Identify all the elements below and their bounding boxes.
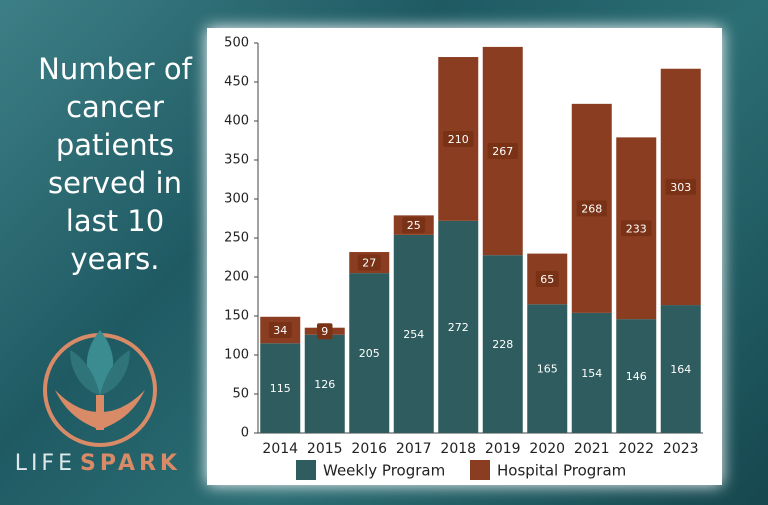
x-tick-label: 2015 xyxy=(307,441,343,457)
value-label: 268 xyxy=(581,202,602,215)
value-label-box xyxy=(443,130,474,147)
y-tick-label: 350 xyxy=(224,153,249,168)
value-label-box xyxy=(665,361,696,378)
value-label: 146 xyxy=(626,370,647,383)
x-tick-label: 2023 xyxy=(663,441,699,457)
value-label-box xyxy=(576,364,607,381)
x-tick-label: 2018 xyxy=(440,441,476,457)
value-label: 272 xyxy=(448,321,469,334)
value-label-box xyxy=(268,322,292,339)
value-label-box xyxy=(398,325,429,342)
value-label-box xyxy=(357,254,381,271)
value-label-box xyxy=(487,336,518,353)
value-label-box xyxy=(535,270,559,287)
value-label: 165 xyxy=(537,363,558,376)
logo xyxy=(43,330,157,447)
legend-label: Weekly Program xyxy=(323,462,445,480)
y-tick-label: 100 xyxy=(224,348,249,363)
value-label-box xyxy=(354,345,385,362)
value-label-box xyxy=(309,375,340,392)
value-label: 233 xyxy=(626,222,647,235)
logo-text: LIFE xyxy=(15,451,76,476)
legend-swatch xyxy=(470,460,490,480)
value-label: 65 xyxy=(540,273,554,286)
y-tick-label: 500 xyxy=(224,36,249,51)
x-tick-label: 2020 xyxy=(529,441,565,457)
value-label: 9 xyxy=(321,325,328,338)
value-label-box xyxy=(621,368,652,385)
y-tick-label: 400 xyxy=(224,114,249,129)
value-label: 34 xyxy=(273,324,287,337)
y-tick-label: 0 xyxy=(241,426,249,441)
value-label-box xyxy=(532,360,563,377)
y-tick-label: 300 xyxy=(224,192,249,207)
x-tick-label: 2019 xyxy=(485,441,521,457)
value-label-box xyxy=(665,178,696,195)
value-label-box xyxy=(265,380,296,397)
value-label: 210 xyxy=(448,133,469,146)
value-label: 267 xyxy=(492,145,513,158)
value-label: 115 xyxy=(270,382,291,395)
value-label-box xyxy=(402,217,426,234)
value-label: 27 xyxy=(362,257,376,270)
y-tick-label: 200 xyxy=(224,270,249,285)
value-label: 126 xyxy=(314,378,335,391)
x-tick-label: 2021 xyxy=(574,441,610,457)
y-tick-label: 150 xyxy=(224,309,249,324)
value-label: 154 xyxy=(581,367,602,380)
value-label-box xyxy=(576,200,607,217)
x-tick-label: 2014 xyxy=(262,441,298,457)
x-tick-label: 2016 xyxy=(351,441,387,457)
x-tick-label: 2017 xyxy=(396,441,432,457)
legend-swatch xyxy=(296,460,316,480)
logo-text: SPARK xyxy=(80,451,181,476)
chart-title: Number of cancer patients served in last… xyxy=(38,52,192,276)
value-label: 25 xyxy=(407,219,421,232)
value-label: 254 xyxy=(403,328,424,341)
value-label: 205 xyxy=(359,347,380,360)
value-label: 164 xyxy=(670,363,691,376)
y-tick-label: 450 xyxy=(224,75,249,90)
x-tick-label: 2022 xyxy=(618,441,654,457)
value-label-box xyxy=(621,220,652,237)
y-tick-label: 50 xyxy=(232,387,249,402)
value-label: 228 xyxy=(492,338,513,351)
value-label-box xyxy=(443,318,474,335)
value-label-box xyxy=(487,143,518,160)
y-tick-label: 250 xyxy=(224,231,249,246)
value-label: 303 xyxy=(670,181,691,194)
legend-label: Hospital Program xyxy=(497,462,626,480)
value-label-box xyxy=(317,323,333,340)
